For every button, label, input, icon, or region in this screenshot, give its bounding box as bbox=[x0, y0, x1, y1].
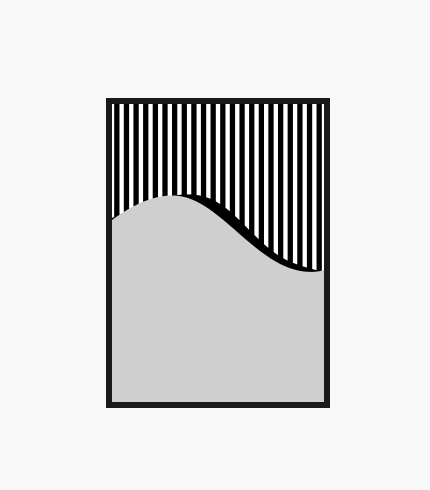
framed-artwork bbox=[106, 98, 330, 408]
stripe bbox=[297, 104, 303, 402]
stripe bbox=[306, 104, 313, 402]
stripe bbox=[287, 104, 293, 402]
grey-hill bbox=[112, 195, 324, 402]
stripe bbox=[316, 104, 322, 402]
stripe bbox=[277, 104, 284, 402]
artwork-canvas bbox=[106, 98, 330, 408]
